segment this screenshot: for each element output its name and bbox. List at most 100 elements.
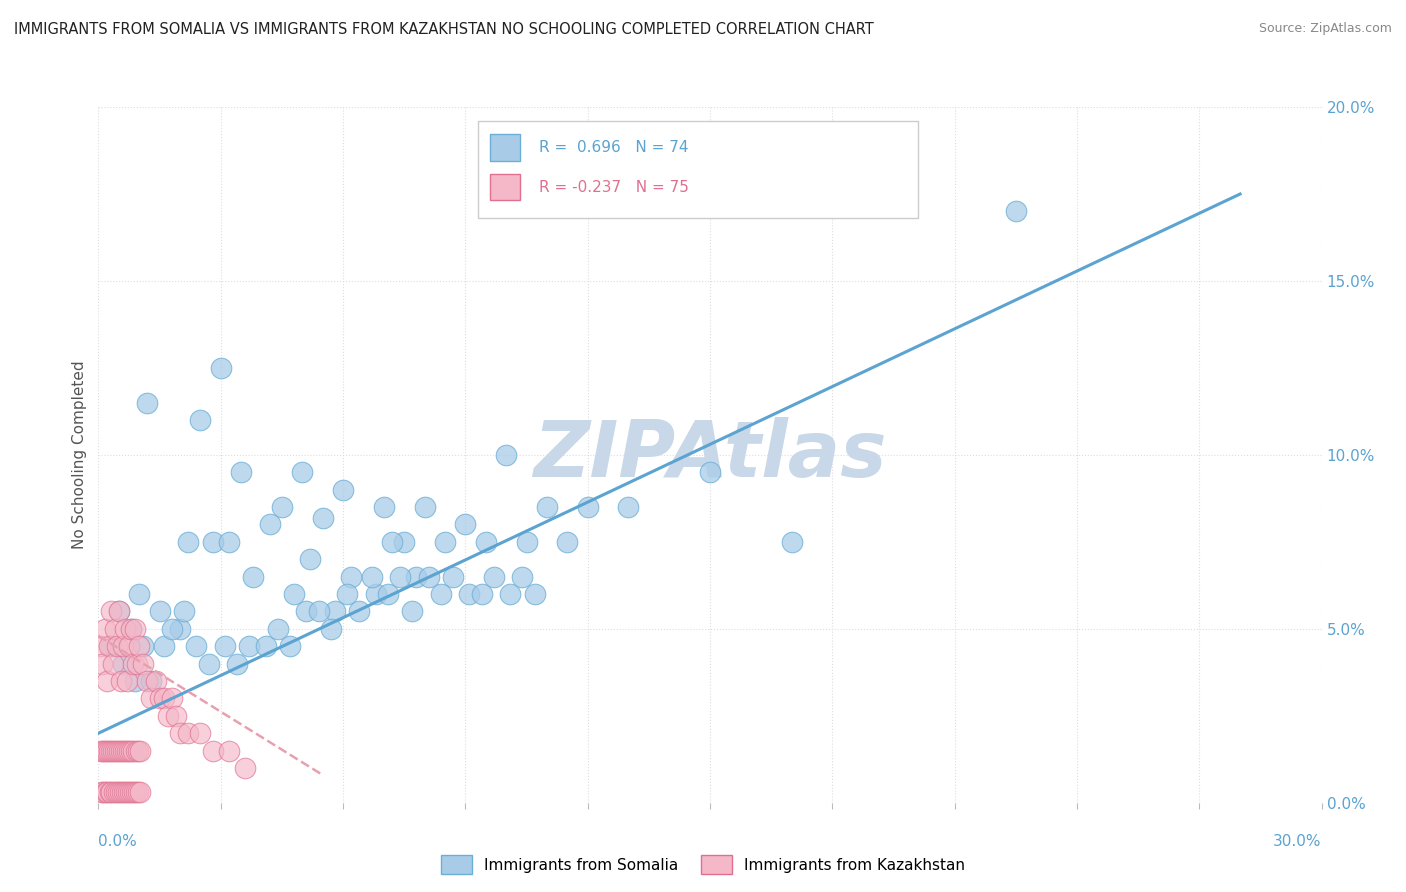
Point: [149, 605, 172, 619]
Text: IMMIGRANTS FROM SOMALIA VS IMMIGRANTS FROM KAZAKHSTAN NO SCHOOLING COMPLETED COR: IMMIGRANTS FROM SOMALIA VS IMMIGRANTS FR…: [14, 22, 873, 37]
Point: [499, 587, 522, 601]
Point: [218, 534, 240, 549]
Point: [364, 587, 387, 601]
Point: [617, 500, 640, 514]
Point: [312, 510, 335, 524]
Point: [299, 552, 322, 566]
Point: [238, 639, 260, 653]
Point: [104, 744, 127, 758]
Point: [323, 605, 346, 619]
Point: [120, 622, 142, 636]
Point: [122, 657, 145, 671]
Point: [201, 744, 224, 758]
Point: [319, 622, 342, 636]
Point: [98, 785, 121, 799]
Point: [125, 785, 148, 799]
Point: [127, 785, 149, 799]
Point: [107, 785, 129, 799]
Point: [91, 744, 114, 758]
Point: [471, 587, 494, 601]
Point: [111, 657, 134, 671]
Point: [97, 639, 120, 653]
Point: [89, 639, 111, 653]
Point: [458, 587, 481, 601]
Point: [141, 674, 163, 689]
Point: [91, 785, 114, 799]
Point: [233, 761, 256, 775]
Text: 0.0%: 0.0%: [98, 834, 138, 849]
Point: [145, 674, 167, 689]
Point: [482, 570, 505, 584]
Point: [340, 570, 363, 584]
Point: [129, 785, 152, 799]
Point: [474, 534, 498, 549]
Point: [108, 605, 131, 619]
Point: [100, 785, 122, 799]
Point: [242, 570, 264, 584]
Point: [1004, 204, 1026, 219]
Point: [226, 657, 249, 671]
Point: [120, 785, 142, 799]
Point: [149, 691, 172, 706]
Point: [114, 744, 136, 758]
Point: [128, 639, 150, 653]
Point: [136, 674, 159, 689]
Point: [103, 785, 125, 799]
Point: [389, 570, 412, 584]
Point: [536, 500, 558, 514]
Point: [160, 691, 183, 706]
Point: [94, 785, 117, 799]
Text: R = -0.237   N = 75: R = -0.237 N = 75: [538, 179, 689, 194]
Text: 30.0%: 30.0%: [1274, 834, 1322, 849]
Y-axis label: No Schooling Completed: No Schooling Completed: [72, 360, 87, 549]
Point: [381, 534, 404, 549]
Point: [780, 534, 803, 549]
Point: [115, 785, 138, 799]
Point: [128, 744, 150, 758]
Point: [90, 744, 112, 758]
Point: [349, 605, 371, 619]
Point: [101, 744, 124, 758]
Point: [118, 744, 141, 758]
Point: [295, 605, 318, 619]
Point: [112, 744, 135, 758]
Point: [120, 622, 142, 636]
Point: [360, 570, 382, 584]
Point: [209, 360, 232, 375]
Point: [169, 622, 191, 636]
Point: [188, 413, 212, 427]
Point: [96, 785, 118, 799]
Point: [93, 622, 115, 636]
Point: [124, 744, 146, 758]
Point: [124, 785, 146, 799]
Point: [430, 587, 453, 601]
Point: [576, 500, 599, 514]
Text: R =  0.696   N = 74: R = 0.696 N = 74: [538, 140, 689, 155]
Point: [101, 657, 124, 671]
Point: [100, 639, 122, 653]
Point: [392, 534, 416, 549]
Point: [136, 395, 159, 409]
Point: [332, 483, 354, 497]
Point: [267, 622, 290, 636]
Point: [112, 785, 135, 799]
Point: [441, 570, 464, 584]
Point: [165, 708, 187, 723]
Point: [405, 570, 427, 584]
Point: [495, 448, 517, 462]
Point: [152, 639, 174, 653]
Legend: Immigrants from Somalia, Immigrants from Kazakhstan: Immigrants from Somalia, Immigrants from…: [434, 849, 972, 880]
Point: [96, 674, 118, 689]
Point: [105, 639, 128, 653]
Point: [98, 744, 121, 758]
Point: [121, 785, 143, 799]
Point: [173, 605, 195, 619]
Point: [699, 466, 721, 480]
Point: [413, 500, 436, 514]
Point: [110, 744, 132, 758]
Point: [188, 726, 212, 740]
Text: ZIPAtlas: ZIPAtlas: [533, 417, 887, 493]
Point: [111, 639, 134, 653]
Point: [377, 587, 399, 601]
Point: [111, 785, 134, 799]
